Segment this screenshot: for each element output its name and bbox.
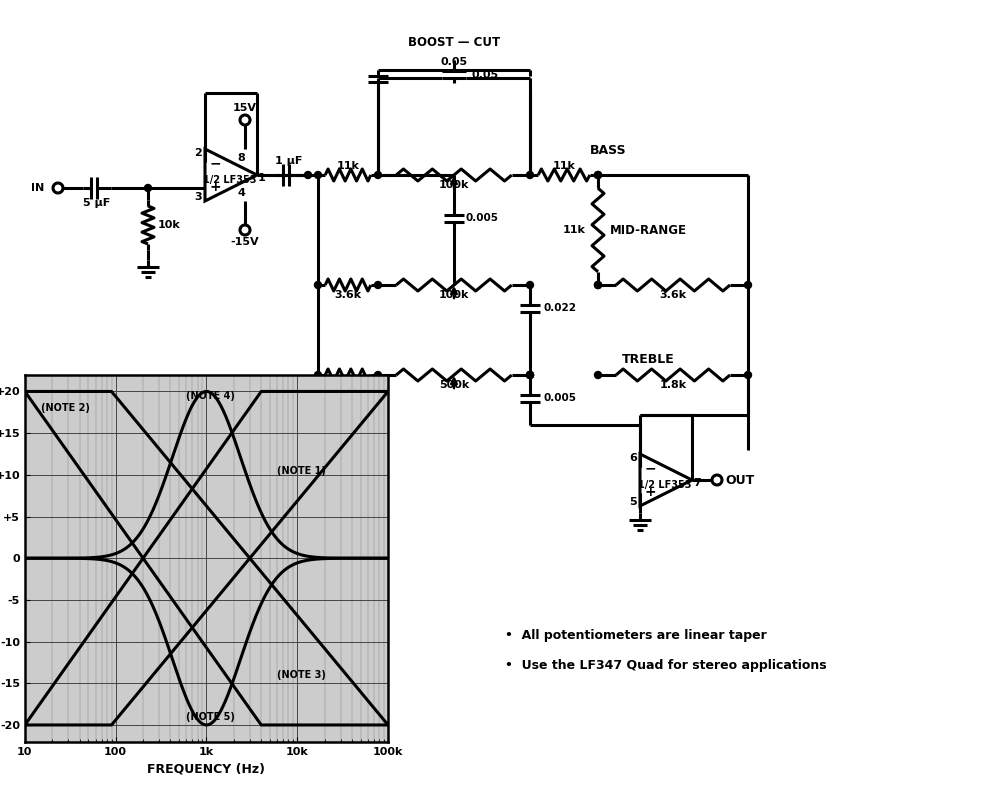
Text: 100k: 100k bbox=[438, 290, 469, 300]
Text: 100k: 100k bbox=[438, 180, 469, 190]
Text: 15V: 15V bbox=[233, 103, 256, 113]
Circle shape bbox=[314, 372, 321, 379]
Text: (NOTE 5): (NOTE 5) bbox=[186, 712, 235, 722]
Text: (NOTE 3): (NOTE 3) bbox=[277, 670, 326, 680]
Circle shape bbox=[593, 282, 601, 289]
Circle shape bbox=[304, 171, 311, 178]
Circle shape bbox=[374, 171, 381, 178]
Text: 0.005: 0.005 bbox=[543, 393, 576, 403]
Circle shape bbox=[526, 372, 533, 379]
Text: 4: 4 bbox=[237, 188, 245, 198]
Circle shape bbox=[526, 282, 533, 289]
Text: 1 μF: 1 μF bbox=[275, 156, 302, 166]
Text: 8: 8 bbox=[237, 153, 245, 163]
Circle shape bbox=[744, 282, 750, 289]
Text: 11k: 11k bbox=[336, 161, 359, 171]
Text: 5: 5 bbox=[628, 497, 636, 507]
Text: BOOST — CUT: BOOST — CUT bbox=[408, 36, 500, 48]
Text: 11k: 11k bbox=[563, 225, 585, 235]
Text: 0.05: 0.05 bbox=[471, 70, 499, 80]
Text: 2: 2 bbox=[194, 148, 202, 158]
Text: 11k: 11k bbox=[552, 161, 575, 171]
Text: +: + bbox=[643, 485, 655, 499]
X-axis label: FREQUENCY (Hz): FREQUENCY (Hz) bbox=[147, 762, 265, 775]
Text: (NOTE 2): (NOTE 2) bbox=[41, 403, 89, 413]
Text: •  All potentiometers are linear taper: • All potentiometers are linear taper bbox=[505, 629, 766, 641]
Text: 1: 1 bbox=[257, 173, 265, 183]
Circle shape bbox=[374, 372, 381, 379]
Text: 6: 6 bbox=[628, 453, 636, 463]
Text: 1/2 LF353: 1/2 LF353 bbox=[637, 480, 691, 490]
Text: 500k: 500k bbox=[438, 380, 468, 390]
Text: 0.005: 0.005 bbox=[465, 213, 499, 223]
Text: -15V: -15V bbox=[231, 237, 259, 247]
Text: 1/2 LF353: 1/2 LF353 bbox=[203, 175, 256, 185]
Circle shape bbox=[593, 372, 601, 379]
Text: 7: 7 bbox=[693, 478, 700, 488]
Text: 5 μF: 5 μF bbox=[83, 198, 110, 208]
Circle shape bbox=[593, 171, 601, 178]
Text: 1.8k: 1.8k bbox=[334, 380, 361, 390]
Circle shape bbox=[593, 171, 601, 178]
Circle shape bbox=[526, 171, 533, 178]
Text: OUT: OUT bbox=[725, 473, 753, 487]
Text: (NOTE 4): (NOTE 4) bbox=[186, 391, 235, 401]
Text: IN: IN bbox=[31, 183, 44, 193]
Text: MID-RANGE: MID-RANGE bbox=[609, 223, 686, 237]
Text: −: − bbox=[643, 461, 655, 475]
Text: 3.6k: 3.6k bbox=[659, 290, 686, 300]
Circle shape bbox=[526, 372, 533, 379]
Text: 3.6k: 3.6k bbox=[334, 290, 361, 300]
Text: 0.022: 0.022 bbox=[543, 303, 576, 313]
Circle shape bbox=[374, 282, 381, 289]
Circle shape bbox=[144, 185, 151, 192]
Circle shape bbox=[314, 282, 321, 289]
Text: (NOTE 1): (NOTE 1) bbox=[277, 466, 326, 476]
Text: •  Use the LF347 Quad for stereo applications: • Use the LF347 Quad for stereo applicat… bbox=[505, 659, 826, 671]
Text: 0.05: 0.05 bbox=[440, 57, 467, 67]
Circle shape bbox=[526, 372, 533, 379]
Text: 3: 3 bbox=[194, 192, 202, 202]
Circle shape bbox=[314, 171, 321, 178]
Text: BASS: BASS bbox=[589, 144, 626, 156]
Text: +: + bbox=[209, 180, 221, 194]
Text: 1.8k: 1.8k bbox=[659, 380, 686, 390]
Circle shape bbox=[744, 372, 750, 379]
Text: TREBLE: TREBLE bbox=[621, 353, 674, 365]
Text: 10k: 10k bbox=[158, 220, 181, 230]
Circle shape bbox=[593, 282, 601, 289]
Text: −: − bbox=[209, 156, 221, 170]
